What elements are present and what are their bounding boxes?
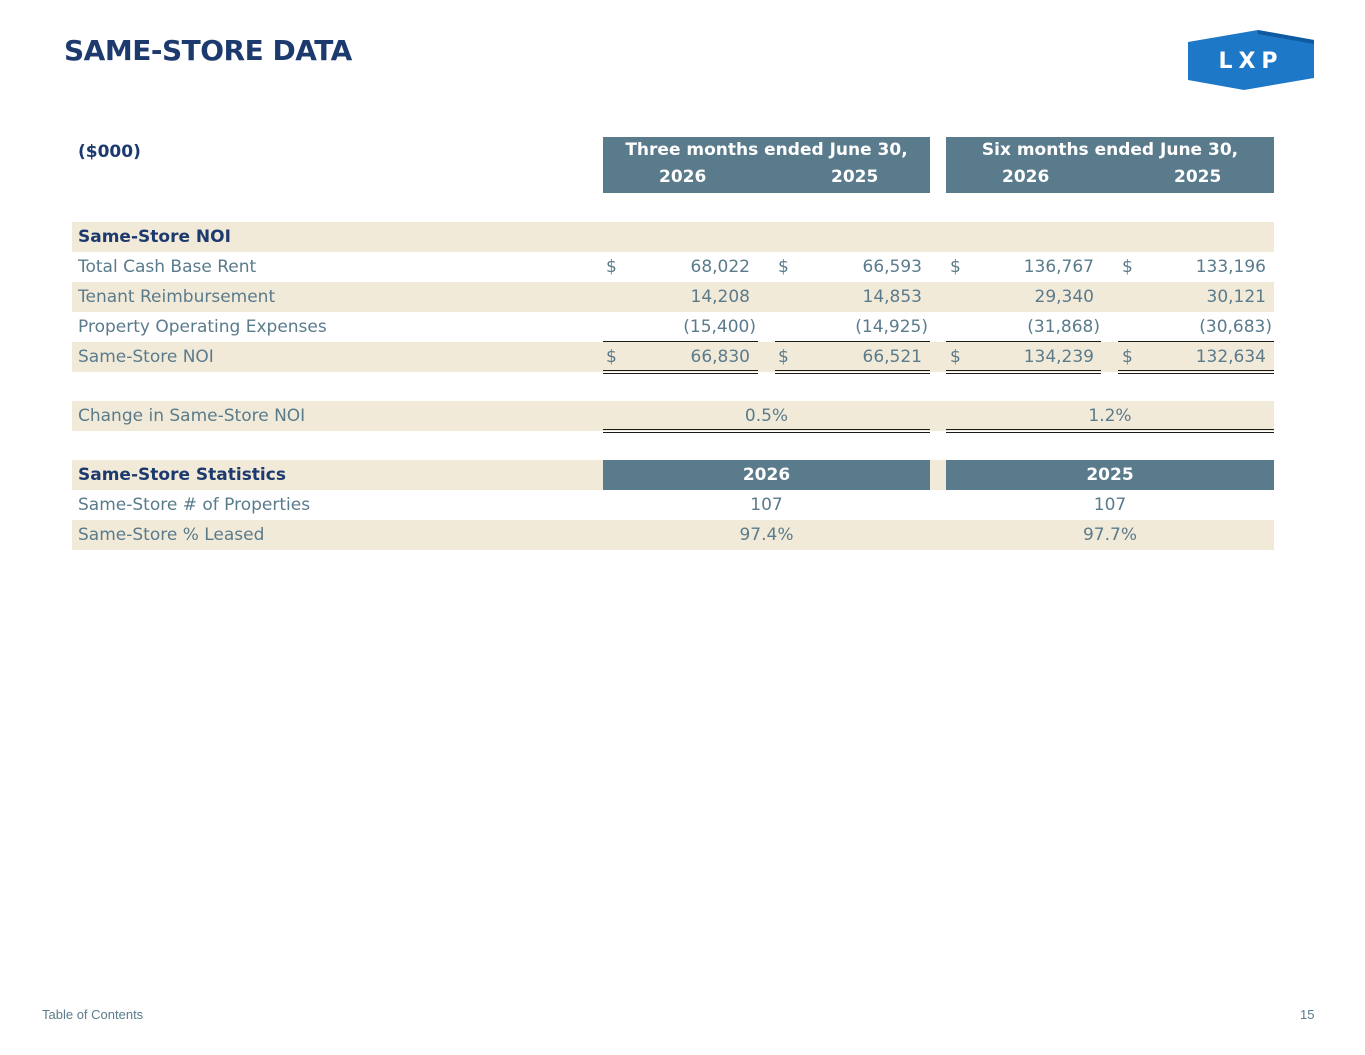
statistics-year-current: 2026 xyxy=(603,460,930,490)
value-cell: 134,239 xyxy=(1023,347,1094,367)
statistics-title: Same-Store Statistics xyxy=(78,465,286,485)
table-row: Same-Store NOI $ 66,830 $ 66,521 $ 134,2… xyxy=(72,342,1274,372)
dollar-sign: $ xyxy=(778,347,789,367)
change-value-three-months: 0.5% xyxy=(744,406,789,426)
six-months-year-prior: 2025 xyxy=(1174,167,1222,187)
change-value-six-months: 1.2% xyxy=(1088,406,1132,426)
total-double-underline xyxy=(1118,370,1274,374)
dollar-sign: $ xyxy=(1122,347,1133,367)
total-double-underline xyxy=(946,370,1101,374)
value-cell: 132,634 xyxy=(1195,347,1266,367)
page-title: SAME-STORE DATA xyxy=(64,34,352,67)
section-header-row: Same-Store NOI xyxy=(72,222,1274,252)
three-months-header: Three months ended June 30, 2026 2025 xyxy=(603,137,930,193)
three-months-label: Three months ended June 30, xyxy=(625,140,908,160)
value-cell: 107 xyxy=(750,495,783,515)
change-double-underline xyxy=(603,429,930,433)
subtotal-underline xyxy=(603,341,758,342)
value-cell: 14,208 xyxy=(690,287,750,307)
page-number: 15 xyxy=(1300,1007,1315,1022)
change-double-underline xyxy=(946,429,1274,433)
table-row: Tenant Reimbursement 14,208 14,853 29,34… xyxy=(72,282,1274,312)
value-cell: (15,400) xyxy=(683,317,756,337)
dollar-sign: $ xyxy=(778,257,789,277)
value-cell: 29,340 xyxy=(1034,287,1094,307)
six-months-year-current: 2026 xyxy=(1002,167,1050,187)
subtotal-underline xyxy=(946,341,1101,342)
row-label: Tenant Reimbursement xyxy=(78,287,276,307)
table-row: Same-Store # of Properties 107 107 xyxy=(72,490,1274,520)
subtotal-underline xyxy=(1118,341,1274,342)
value-cell: 66,521 xyxy=(862,347,922,367)
lxp-logo: LXP xyxy=(1188,30,1314,90)
subtotal-underline xyxy=(775,341,930,342)
dollar-sign: $ xyxy=(950,347,961,367)
dollar-sign: $ xyxy=(1122,257,1133,277)
value-cell: 30,121 xyxy=(1206,287,1266,307)
six-months-header: Six months ended June 30, 2026 2025 xyxy=(946,137,1274,193)
dollar-sign: $ xyxy=(606,347,617,367)
value-cell: 66,593 xyxy=(862,257,922,277)
table-row: Total Cash Base Rent $ 68,022 $ 66,593 $… xyxy=(72,252,1274,282)
dollar-sign: $ xyxy=(950,257,961,277)
change-row: Change in Same-Store NOI 0.5% 1.2% xyxy=(72,401,1274,431)
value-cell: 14,853 xyxy=(862,287,922,307)
unit-label: ($000) xyxy=(78,142,141,162)
table-of-contents-link[interactable]: Table of Contents xyxy=(42,1007,144,1022)
total-double-underline xyxy=(775,370,930,374)
row-label: Same-Store % Leased xyxy=(78,525,265,545)
total-double-underline xyxy=(603,370,758,374)
value-cell: (14,925) xyxy=(855,317,928,337)
section-noi-title: Same-Store NOI xyxy=(78,227,231,247)
value-cell: 136,767 xyxy=(1023,257,1094,277)
dollar-sign: $ xyxy=(606,257,617,277)
value-cell: (31,868) xyxy=(1027,317,1100,337)
table-row: Same-Store % Leased 97.4% 97.7% xyxy=(72,520,1274,550)
value-cell: 97.7% xyxy=(1082,525,1137,545)
row-label: Same-Store # of Properties xyxy=(78,495,311,515)
value-cell: 107 xyxy=(1093,495,1127,515)
statistics-year-prior: 2025 xyxy=(946,460,1274,490)
row-label: Total Cash Base Rent xyxy=(78,257,257,277)
value-cell: (30,683) xyxy=(1199,317,1272,337)
value-cell: 97.4% xyxy=(739,525,794,545)
six-months-label: Six months ended June 30, xyxy=(981,140,1239,160)
value-cell: 133,196 xyxy=(1195,257,1266,277)
value-cell: 66,830 xyxy=(690,347,750,367)
table-row: Property Operating Expenses (15,400) (14… xyxy=(72,312,1274,342)
row-label: Same-Store NOI xyxy=(78,347,214,367)
three-months-year-current: 2026 xyxy=(659,167,707,187)
logo-text: LXP xyxy=(1218,49,1283,74)
value-cell: 68,022 xyxy=(690,257,750,277)
row-label: Property Operating Expenses xyxy=(78,317,327,337)
three-months-year-prior: 2025 xyxy=(831,167,879,187)
row-label: Change in Same-Store NOI xyxy=(78,406,306,426)
